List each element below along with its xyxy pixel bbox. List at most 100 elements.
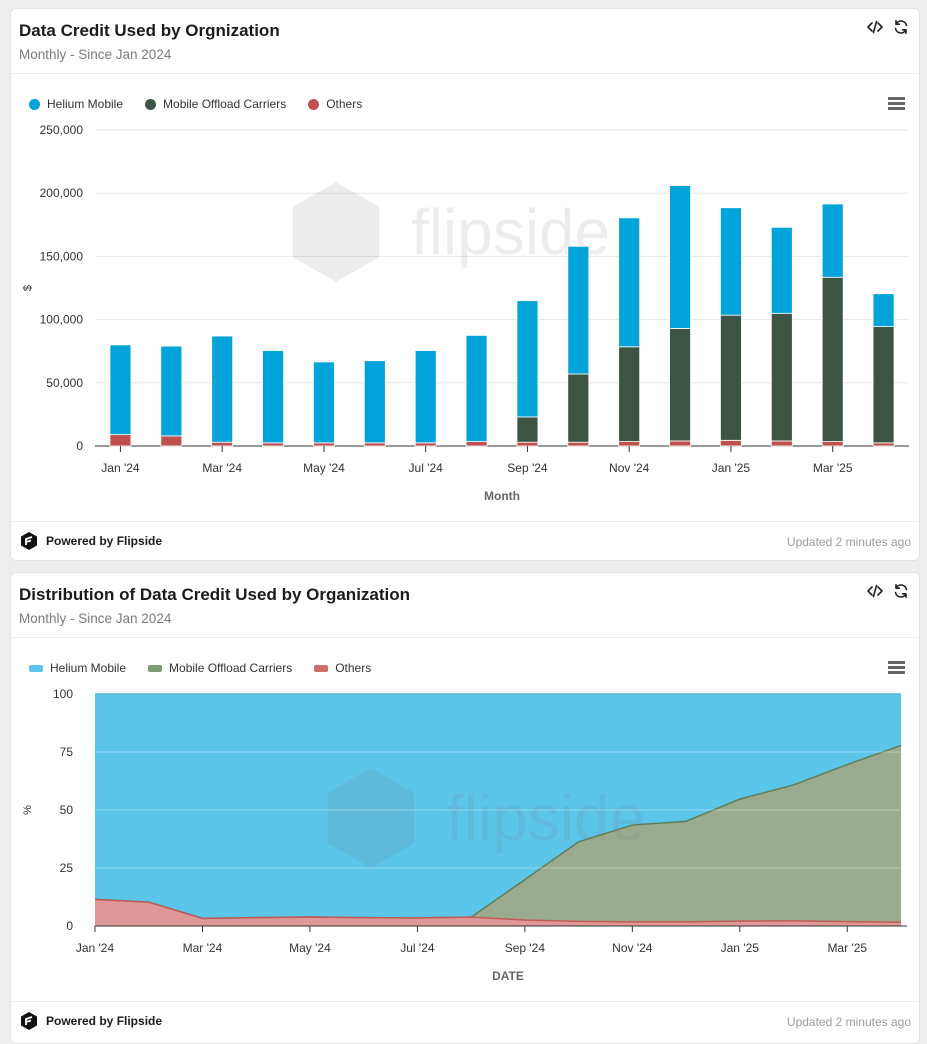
bar-mobile-offload-carriers <box>720 314 742 441</box>
y-tick-label: 0 <box>76 439 83 453</box>
bar-others <box>109 434 132 447</box>
bar-mobile-offload-carriers <box>567 373 590 443</box>
card-footer: Powered by Flipside Updated 2 minutes ag… <box>11 1001 919 1040</box>
x-tick-label: Jan '25 <box>721 941 760 955</box>
x-tick-label: May '24 <box>289 941 331 955</box>
watermark-logo-icon <box>292 182 380 282</box>
bar-helium-mobile <box>414 350 437 444</box>
x-tick-label: Jan '25 <box>712 461 751 475</box>
bar-helium-mobile <box>516 300 539 418</box>
bar-helium-mobile <box>567 245 590 375</box>
bar-chart-card: Data Credit Used by Orgnization Monthly … <box>10 8 920 561</box>
bar-helium-mobile <box>160 345 183 437</box>
legend-item-helium-mobile[interactable]: Helium Mobile <box>29 661 126 675</box>
legend-item-mobile-offload-carriers[interactable]: Mobile Offload Carriers <box>145 97 286 111</box>
chart-legend: Helium Mobile Mobile Offload Carriers Ot… <box>29 661 371 675</box>
x-tick-label: Nov '24 <box>612 941 653 955</box>
brand-text: Powered by Flipside <box>46 534 163 548</box>
bar-others <box>211 441 234 447</box>
area-chart-card: Distribution of Data Credit Used by Orga… <box>10 572 920 1044</box>
brand[interactable]: Powered by Flipside <box>19 531 162 551</box>
stacked-bar-chart: 0 50,000 100,000 150,000 200,000 250,000 $ flip… <box>22 123 909 503</box>
watermark-logo-icon <box>327 768 415 868</box>
x-tick-label: Jan '24 <box>76 941 115 955</box>
x-tick-label: May '24 <box>303 461 345 475</box>
flipside-logo-icon <box>21 1012 37 1030</box>
bar-others <box>567 441 590 447</box>
brand[interactable]: Powered by Flipside <box>19 1011 162 1031</box>
bar-others <box>618 441 641 447</box>
bar-helium-mobile <box>211 335 234 443</box>
bar-helium-mobile <box>618 217 641 348</box>
bar-helium-mobile <box>669 185 691 329</box>
area-mobile-offload-carriers <box>95 745 901 923</box>
bar-others <box>872 442 895 447</box>
bar-mobile-offload-carriers <box>872 326 895 444</box>
x-axis-label: DATE <box>492 969 524 983</box>
bar-others <box>465 441 488 447</box>
bar-helium-mobile <box>109 344 132 436</box>
bar-mobile-offload-carriers <box>669 328 691 442</box>
y-tick-label: 25 <box>60 861 74 875</box>
hamburger-menu-icon[interactable] <box>888 661 905 674</box>
x-tick-label: Sep '24 <box>507 461 548 475</box>
watermark-text: flipside <box>446 782 645 854</box>
legend-item-helium-mobile[interactable]: Helium Mobile <box>29 97 123 111</box>
y-tick-label: 200,000 <box>40 186 84 200</box>
y-axis-label: % <box>22 805 34 815</box>
card-header: Distribution of Data Credit Used by Orga… <box>11 573 919 638</box>
x-tick-label: Sep '24 <box>505 941 546 955</box>
bar-others <box>770 440 793 447</box>
watermark: flipside <box>327 768 645 868</box>
updated-timestamp: Updated 2 minutes ago <box>786 1015 911 1029</box>
y-tick-label: 250,000 <box>40 123 84 137</box>
bar-others <box>821 441 844 447</box>
x-axis-label: Month <box>484 489 520 503</box>
bar-others <box>363 442 386 447</box>
bar-others <box>669 440 691 447</box>
chart-title: Distribution of Data Credit Used by Orga… <box>19 585 411 604</box>
area-others <box>95 899 901 926</box>
watermark: flipside <box>292 182 610 282</box>
y-tick-label: 75 <box>60 745 74 759</box>
legend-item-others[interactable]: Others <box>308 97 362 111</box>
y-tick-label: 50,000 <box>46 376 83 390</box>
y-tick-label: 100 <box>53 687 73 701</box>
card-header: Data Credit Used by Orgnization Monthly … <box>11 9 919 74</box>
bar-helium-mobile <box>821 203 844 278</box>
chart-title: Data Credit Used by Orgnization <box>19 21 280 40</box>
bar-others <box>262 442 284 447</box>
x-tick-label: Mar '24 <box>183 941 223 955</box>
bar-others <box>720 439 742 447</box>
bar-mobile-offload-carriers <box>516 416 539 443</box>
hamburger-menu-icon[interactable] <box>888 97 905 110</box>
x-tick-label: Nov '24 <box>609 461 650 475</box>
flipside-logo-icon <box>21 532 37 550</box>
x-tick-label: Jul '24 <box>400 941 435 955</box>
x-tick-label: Mar '25 <box>827 941 867 955</box>
bar-helium-mobile <box>770 226 793 314</box>
y-tick-label: 50 <box>60 803 74 817</box>
refresh-icon[interactable] <box>893 19 909 35</box>
legend-item-mobile-offload-carriers[interactable]: Mobile Offload Carriers <box>148 661 292 675</box>
x-tick-label: Jul '24 <box>409 461 444 475</box>
bar-mobile-offload-carriers <box>821 276 844 442</box>
y-tick-label: 100,000 <box>40 313 84 327</box>
code-icon[interactable] <box>867 19 883 35</box>
bar-helium-mobile <box>872 293 895 327</box>
bar-helium-mobile <box>720 207 742 316</box>
bar-helium-mobile <box>262 350 284 444</box>
bar-others <box>516 441 539 447</box>
bar-others <box>313 442 335 447</box>
x-tick-label: Mar '24 <box>202 461 242 475</box>
chart-subtitle: Monthly - Since Jan 2024 <box>19 611 172 626</box>
refresh-icon[interactable] <box>893 583 909 599</box>
bar-helium-mobile <box>313 361 335 444</box>
legend-item-others[interactable]: Others <box>314 661 371 675</box>
percent-area-chart: flipside 0 25 50 75 100% Jan '24 Mar '24 May '24… <box>22 687 907 983</box>
area-helium-mobile <box>95 694 901 919</box>
code-icon[interactable] <box>867 583 883 599</box>
x-tick-label: Jan '24 <box>101 461 140 475</box>
chart-legend: Helium Mobile Mobile Offload Carriers Ot… <box>29 97 362 111</box>
bar-helium-mobile <box>363 360 386 444</box>
